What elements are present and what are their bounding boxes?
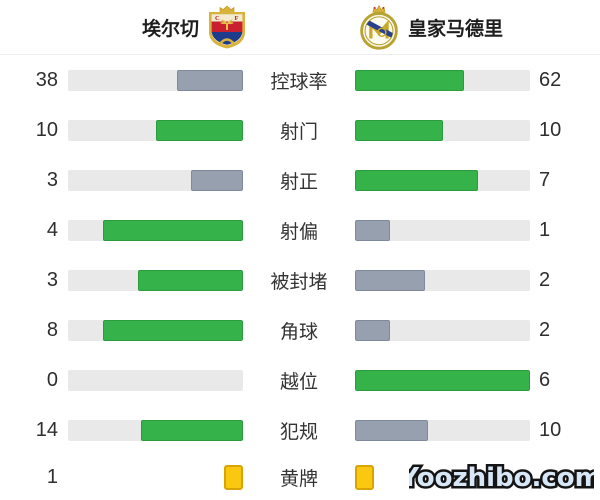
home-team: 埃尔切 C F	[142, 0, 247, 54]
home-bar-track	[68, 369, 243, 391]
yellow-card-icon	[224, 464, 243, 490]
stat-label: 黄牌	[279, 468, 318, 490]
stat-row-corners: 8 角球 2	[0, 305, 600, 355]
stat-label: 犯规	[279, 421, 318, 443]
watermark-text: Yoozhibo.com	[409, 463, 594, 493]
home-value: 3	[46, 268, 58, 291]
away-value: 2	[539, 318, 551, 341]
home-bar-fill	[138, 269, 243, 291]
away-team-name: 皇家马德里	[408, 18, 504, 40]
home-bar-fill	[103, 219, 243, 241]
home-bar-track	[68, 119, 243, 141]
stat-row-off-target: 4 射偏 1	[0, 205, 600, 255]
away-bar-fill	[355, 269, 425, 291]
elche-crest-icon: C F	[207, 4, 247, 50]
stat-row-on-target: 3 射正 7	[0, 155, 600, 205]
stat-label: 被封堵	[270, 271, 328, 293]
away-bar-track	[355, 269, 530, 291]
stats-rows: 38 控球率 62 10 射门 10 3 射正 7 4 射偏 1 3 被封堵 2 8 角球 2 0 越位 6 14 犯规 10…	[0, 55, 600, 499]
away-value: 2	[539, 268, 551, 291]
home-bar-track	[68, 319, 243, 341]
home-value: 0	[46, 368, 58, 391]
away-bar-fill	[355, 419, 428, 441]
home-value: 10	[35, 118, 58, 141]
svg-text:F: F	[235, 15, 239, 22]
stat-row-blocked: 3 被封堵 2	[0, 255, 600, 305]
away-value: 10	[539, 418, 562, 441]
stat-row-offsides: 0 越位 6	[0, 355, 600, 405]
home-value: 4	[46, 218, 58, 241]
home-value: 1	[46, 465, 58, 488]
home-value: 3	[46, 168, 58, 191]
home-bar-track	[68, 69, 243, 91]
stat-label: 越位	[279, 371, 318, 393]
away-bar-track	[355, 169, 530, 191]
away-bar-fill	[355, 169, 478, 191]
away-bar-track	[355, 419, 530, 441]
away-bar-track	[355, 369, 530, 391]
stat-label: 角球	[279, 321, 318, 343]
home-card-slot	[68, 464, 243, 490]
stat-row-yellow-cards: 1 黄牌	[0, 455, 600, 499]
yellow-card-icon	[355, 464, 374, 490]
stat-row-shots: 10 射门 10	[0, 105, 600, 155]
home-bar-fill	[103, 319, 243, 341]
away-value: 62	[539, 68, 562, 91]
away-bar-track	[355, 219, 530, 241]
away-value: 10	[539, 118, 562, 141]
away-card-slot	[355, 464, 530, 490]
stat-label: 控球率	[270, 71, 328, 93]
away-bar-fill	[355, 119, 443, 141]
home-team-name: 埃尔切	[142, 18, 200, 40]
away-bar-track	[355, 319, 530, 341]
real-madrid-crest-icon	[358, 3, 400, 51]
home-value: 8	[46, 318, 58, 341]
away-bar-fill	[355, 319, 390, 341]
stat-row-fouls: 14 犯规 10	[0, 405, 600, 455]
away-bar-track	[355, 119, 530, 141]
away-bar-track	[355, 69, 530, 91]
home-bar-track	[68, 219, 243, 241]
home-bar-track	[68, 419, 243, 441]
away-value: 7	[539, 168, 551, 191]
home-bar-fill	[176, 69, 243, 91]
svg-text:C: C	[215, 15, 220, 22]
watermark: Yoozhibo.com	[409, 461, 594, 496]
home-value: 38	[35, 68, 58, 91]
home-bar-fill	[155, 119, 243, 141]
away-bar-fill	[355, 369, 530, 391]
match-header: 埃尔切 C F	[0, 0, 600, 55]
home-bar-fill	[140, 419, 243, 441]
away-team: 皇家马德里	[358, 0, 503, 54]
away-value: 1	[539, 218, 551, 241]
away-bar-fill	[355, 219, 390, 241]
stat-label: 射门	[279, 121, 318, 143]
away-value: 6	[539, 368, 551, 391]
stat-label: 射正	[279, 171, 318, 193]
stat-row-possession: 38 控球率 62	[0, 55, 600, 105]
home-bar-fill	[190, 169, 243, 191]
home-bar-track	[68, 269, 243, 291]
away-bar-fill	[355, 69, 464, 91]
home-value: 14	[35, 418, 58, 441]
stat-label: 射偏	[279, 221, 318, 243]
home-bar-track	[68, 169, 243, 191]
